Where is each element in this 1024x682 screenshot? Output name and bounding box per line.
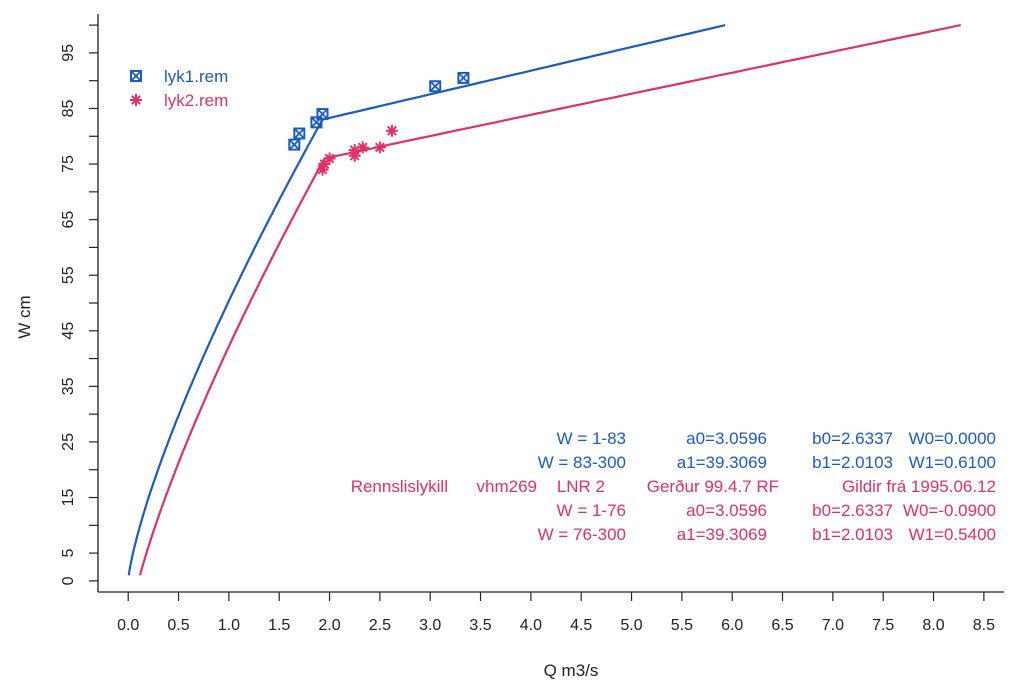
- marker-box: [429, 80, 442, 93]
- marker-box: [316, 108, 329, 121]
- x-tick-label: 8.5: [973, 617, 995, 634]
- y-tick-label: 65: [60, 211, 77, 229]
- annotation-text: W0=0.0000: [909, 429, 996, 448]
- legend-label: lyk1.rem: [164, 67, 228, 86]
- y-tick-label: 5: [60, 549, 77, 558]
- x-tick-label: 5.0: [620, 617, 642, 634]
- y-tick-label: 95: [60, 44, 77, 62]
- legend: lyk1.rem lyk2.rem: [130, 67, 228, 110]
- curves: [127, 24, 961, 576]
- annotation-text: b0=2.6337: [812, 501, 893, 520]
- data-point-lyk2-rem: [318, 158, 331, 171]
- annotation-text: LNR 2: [557, 477, 605, 496]
- data-point-lyk2-rem: [348, 144, 361, 157]
- y-tick-label: 75: [60, 155, 77, 173]
- y-axis-title: W cm: [15, 295, 34, 338]
- data-markers: [288, 71, 470, 176]
- data-point-lyk2-rem: [323, 152, 336, 165]
- x-axis-title: Q m3/s: [544, 661, 599, 680]
- data-point-lyk2-rem: [373, 141, 386, 154]
- annotation-text: W1=0.6100: [909, 453, 996, 472]
- marker-cross: [316, 108, 329, 120]
- y-tick-label: 85: [60, 99, 77, 117]
- x-tick-label: 0.5: [167, 617, 189, 634]
- y-tick-label: 35: [60, 377, 77, 395]
- marker-box: [310, 116, 323, 129]
- marker-box: [130, 70, 142, 82]
- axes: 0.0 0.5 1.0 1.5 2.0 2.5 3.0 3.5 4.0 4.5 5.0 5.5 6.0 6…: [15, 14, 1004, 680]
- y-tick-label: 45: [60, 322, 77, 340]
- annotation-text: Rennslislykill: [351, 477, 448, 496]
- annotation-text: b0=2.6337: [812, 429, 893, 448]
- annotation-text: a1=39.3069: [677, 453, 767, 472]
- x-tick-label: 1.0: [218, 617, 240, 634]
- x-tick-label: 0.0: [117, 617, 139, 634]
- x-tick-label: 2.5: [369, 617, 391, 634]
- y-tick-label: 25: [60, 433, 77, 451]
- marker-box: [293, 127, 306, 140]
- x-tick-label: 8.0: [922, 617, 944, 634]
- annotation-text: W = 1-76: [557, 501, 626, 520]
- annotation-text: a0=3.0596: [686, 429, 767, 448]
- data-point-lyk2-rem: [385, 124, 398, 137]
- x-tick-label: 3.5: [469, 617, 491, 634]
- data-point-lyk1-rem: [429, 80, 442, 93]
- marker-box: [457, 71, 470, 84]
- data-point-lyk1-rem: [316, 108, 329, 121]
- x-tick-label: 4.5: [570, 617, 592, 634]
- marker-box: [288, 138, 301, 151]
- annotation-text: vhm269: [477, 477, 537, 496]
- x-tick-label: 3.0: [419, 617, 441, 634]
- annotation-text: W = 1-83: [557, 429, 626, 448]
- data-point-lyk1-rem: [310, 116, 323, 129]
- x-tick-label: 6.0: [721, 617, 743, 634]
- data-point-lyk2-rem: [316, 163, 329, 176]
- x-tick-label: 1.5: [268, 617, 290, 634]
- data-point-lyk1-rem: [293, 127, 306, 140]
- annotation-text: b1=2.0103: [812, 453, 893, 472]
- x-tick-label: 2.0: [318, 617, 340, 634]
- marker-cross: [457, 72, 470, 84]
- annotation-text: W = 76-300: [538, 525, 626, 544]
- legend-label: lyk2.rem: [164, 91, 228, 110]
- annotation-text: W1=0.5400: [909, 525, 996, 544]
- annotation-text: a1=39.3069: [677, 525, 767, 544]
- series-line-lyk2-rem: [138, 24, 961, 576]
- parameter-annotations: W = 1-83 a0=3.0596 b0=2.6337 W0=0.0000 W = 8…: [351, 429, 996, 544]
- marker-cross: [288, 138, 300, 151]
- data-point-lyk1-rem: [457, 71, 470, 84]
- x-tick-label: 6.5: [771, 617, 793, 634]
- x-tick-label: 5.5: [671, 617, 693, 634]
- y-tick-label: 15: [60, 489, 77, 507]
- annotation-text: Gerður 99.4.7 RF: [647, 477, 779, 496]
- annotation-text: b1=2.0103: [812, 525, 893, 544]
- legend-marker: [130, 94, 142, 106]
- marker-cross: [429, 80, 441, 92]
- x-tick-label: 7.0: [822, 617, 844, 634]
- data-point-lyk2-rem: [356, 141, 369, 154]
- y-tick-label: 55: [60, 266, 77, 284]
- annotation-text: a0=3.0596: [686, 501, 767, 520]
- marker-cross: [293, 127, 305, 140]
- x-tick-label: 7.5: [872, 617, 894, 634]
- legend-marker: [130, 70, 142, 82]
- marker-cross: [130, 70, 142, 82]
- x-tick-label: 4.0: [520, 617, 542, 634]
- annotation-text: W0=-0.0900: [903, 501, 996, 520]
- annotation-text: W = 83-300: [538, 453, 626, 472]
- data-point-lyk1-rem: [288, 138, 301, 151]
- y-tick-label: 0: [60, 576, 77, 585]
- series-line-lyk1-rem: [127, 24, 726, 576]
- annotation-text: Gildir frá 1995.06.12: [842, 477, 996, 496]
